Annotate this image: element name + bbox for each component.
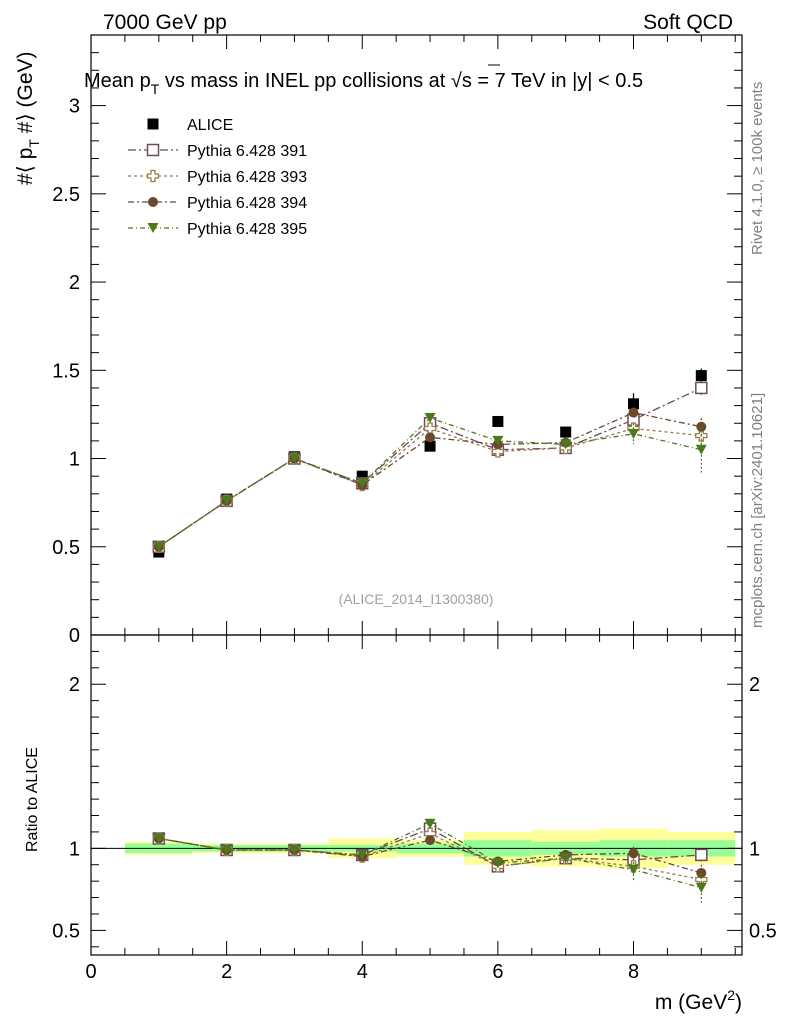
ratio-data-point [288, 844, 300, 855]
data-point [695, 444, 707, 455]
series-pythia-6-428-391 [152, 380, 708, 554]
data-point [560, 439, 572, 450]
legend-marker [147, 118, 159, 130]
ratio-series-line [158, 837, 702, 874]
data-point [153, 541, 165, 552]
ratio-data-point [695, 848, 708, 862]
title-tail: = 7 TeV in |y| < 0.5 [472, 70, 643, 92]
y-tick-label-ratio-right: 1 [749, 838, 760, 860]
analysis-watermark: (ALICE_2014_I1300380) [339, 591, 494, 607]
data-point [424, 440, 436, 452]
legend-marker [146, 169, 160, 183]
legend-entry: Pythia 6.428 395 [128, 221, 307, 238]
data-point [424, 412, 436, 423]
y-axis-label-main: #⟨ pT #⟩ (GeV) [14, 51, 42, 185]
xlabel-post: ) [735, 991, 742, 1014]
data-point [628, 398, 639, 410]
data-point [628, 428, 639, 439]
legend-entry: Pythia 6.428 394 [128, 195, 307, 212]
ratio-data-point [628, 864, 639, 875]
legend-label: ALICE [187, 117, 233, 134]
title-energy: s [462, 70, 472, 92]
series-line [158, 387, 702, 548]
y-tick-label-main: 2 [69, 272, 80, 294]
header-right: Soft QCD [643, 11, 733, 34]
ratio-data-point [424, 818, 436, 829]
data-point [628, 407, 639, 418]
legend-label: Pythia 6.428 394 [187, 195, 307, 212]
ylabel-pre: #⟨ p [14, 148, 37, 185]
y-tick-label-ratio-right: 2 [749, 674, 760, 696]
x-tick-label: 8 [628, 961, 639, 983]
x-axis-label: m (GeV2) [655, 987, 742, 1014]
ylabel-sub: T [26, 139, 42, 148]
tick-labels: 0 2 4 6 800.511.522.530.5 0.51 12 2 [52, 96, 777, 983]
legend-marker [147, 223, 159, 233]
y-tick-label-main: 1.5 [52, 360, 80, 382]
header-left: 7000 GeV pp [103, 11, 227, 34]
ratio-data-point [356, 849, 368, 860]
data-point [492, 415, 504, 427]
legend-entry: Pythia 6.428 393 [128, 169, 307, 186]
xlabel-sup: 2 [727, 987, 735, 1003]
ratio-data-point [492, 858, 504, 869]
x-tick-label: 6 [492, 961, 503, 983]
data-point [695, 370, 707, 382]
legend-entry: Pythia 6.428 391 [128, 143, 307, 160]
axis-ticks [90, 34, 742, 955]
legend-entry: ALICE [147, 117, 233, 134]
ratio-data-point [628, 848, 639, 859]
data-point [221, 495, 233, 506]
y-tick-label-ratio: 1 [69, 838, 80, 860]
ratio-series-layer [152, 818, 708, 903]
ylabel-post: #⟩ (GeV) [14, 51, 37, 139]
series-pythia-6-428-395 [153, 412, 707, 552]
ratio-data-point [560, 853, 572, 864]
legend-label: Pythia 6.428 395 [187, 221, 307, 238]
series-alice [153, 368, 707, 558]
ratio-data-point [153, 833, 165, 844]
legend-label: Pythia 6.428 391 [187, 143, 307, 160]
ratio-series-pythia-6-428-395 [153, 818, 707, 903]
title-pre: Mean p [84, 70, 151, 92]
data-point [560, 426, 572, 438]
y-tick-label-main: 2.5 [52, 184, 80, 206]
y-tick-label-ratio-right: 0.5 [749, 920, 777, 942]
title-sub: T [151, 81, 160, 97]
legend-marker [146, 143, 160, 157]
data-point [695, 381, 708, 395]
y-axis-label-ratio: Ratio to ALICE [24, 747, 41, 852]
main-series-layer [152, 368, 708, 558]
data-point [356, 478, 368, 489]
y-tick-label-main: 0 [69, 625, 80, 647]
title-post: vs mass in INEL pp collisions at [159, 70, 451, 92]
title-sqrt-sign: √ [451, 70, 462, 92]
x-tick-label: 2 [221, 961, 232, 983]
legend-label: Pythia 6.428 393 [187, 169, 307, 186]
data-point [491, 445, 505, 458]
mcplots-label: mcplots.cern.ch [arXiv:2401.10621] [749, 393, 766, 628]
plot-title: Mean pT vs mass in INEL pp collisions at… [84, 70, 643, 97]
ratio-data-point [695, 882, 707, 893]
x-tick-label: 4 [357, 961, 368, 983]
ratio-data-point [221, 844, 233, 855]
legend: ALICE Pythia 6.428 391 Pythia 6.428 393 Pyt… [128, 117, 307, 238]
data-point [288, 453, 300, 464]
data-point [356, 470, 368, 482]
y-tick-label-main: 0.5 [52, 537, 80, 559]
y-tick-label-main: 3 [69, 96, 80, 118]
y-tick-label-ratio: 2 [69, 674, 80, 696]
rivet-version-label: Rivet 4.1.0, ≥ 100k events [749, 82, 766, 255]
y-tick-label-main: 1 [69, 449, 80, 471]
x-tick-label: 0 [85, 961, 96, 983]
ratio-data-point [425, 835, 436, 846]
data-point [492, 435, 504, 446]
ratio-plot-frame [90, 634, 743, 956]
legend-marker [148, 197, 158, 207]
y-tick-label-ratio: 0.5 [52, 920, 80, 942]
xlabel-pre: m (GeV [655, 991, 727, 1014]
data-point [425, 432, 436, 443]
